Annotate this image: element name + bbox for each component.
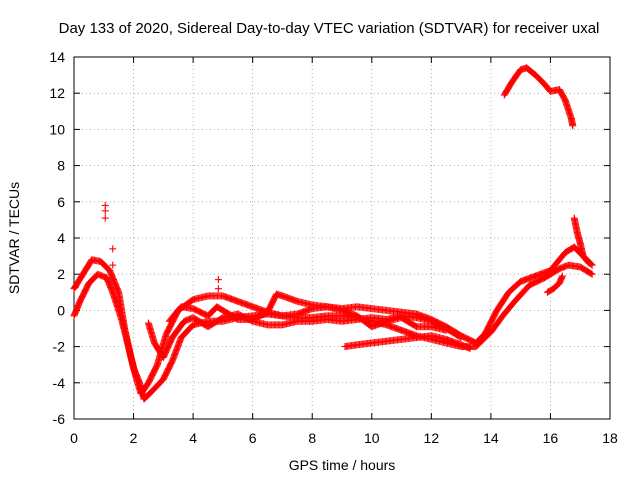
axis-ticks <box>73 56 611 420</box>
y-tick-label: 6 <box>57 194 65 210</box>
x-tick-label: 6 <box>249 430 257 446</box>
y-tick-label: 4 <box>57 230 65 246</box>
x-tick-label: 12 <box>424 430 440 446</box>
x-tick-label: 18 <box>602 430 618 446</box>
x-tick-labels: 0 2 4 6 8 10 12 14 16 18 <box>70 430 618 446</box>
chart-title: Day 133 of 2020, Sidereal Day-to-day VTE… <box>59 20 600 37</box>
y-tick-label: -6 <box>53 411 66 427</box>
x-tick-label: 14 <box>483 430 499 446</box>
y-tick-label: -4 <box>53 375 66 391</box>
x-tick-label: 4 <box>189 430 197 446</box>
x-tick-label: 16 <box>543 430 559 446</box>
x-tick-label: 8 <box>308 430 316 446</box>
y-tick-label: -2 <box>53 339 66 355</box>
y-axis-label: SDTVAR / TECUs <box>6 182 22 294</box>
y-tick-label: 10 <box>49 121 65 137</box>
x-tick-label: 2 <box>130 430 138 446</box>
y-tick-labels: -6 -4 -2 0 2 4 6 8 10 12 14 <box>49 49 65 427</box>
series-track-6 <box>500 64 577 130</box>
x-tick-label: 0 <box>70 430 78 446</box>
x-axis-label: GPS time / hours <box>289 457 396 473</box>
y-tick-label: 8 <box>57 158 65 174</box>
y-tick-label: 14 <box>49 49 65 65</box>
series-track-7 <box>570 214 593 267</box>
series-track-8 <box>543 272 566 296</box>
y-tick-label: 0 <box>57 302 65 318</box>
x-tick-label: 10 <box>364 430 380 446</box>
series-track-5 <box>341 332 474 352</box>
series-isolated <box>71 201 222 293</box>
y-tick-label: 12 <box>49 85 65 101</box>
data-points <box>70 64 596 403</box>
y-tick-label: 2 <box>57 266 65 282</box>
series-track-4 <box>165 290 450 334</box>
